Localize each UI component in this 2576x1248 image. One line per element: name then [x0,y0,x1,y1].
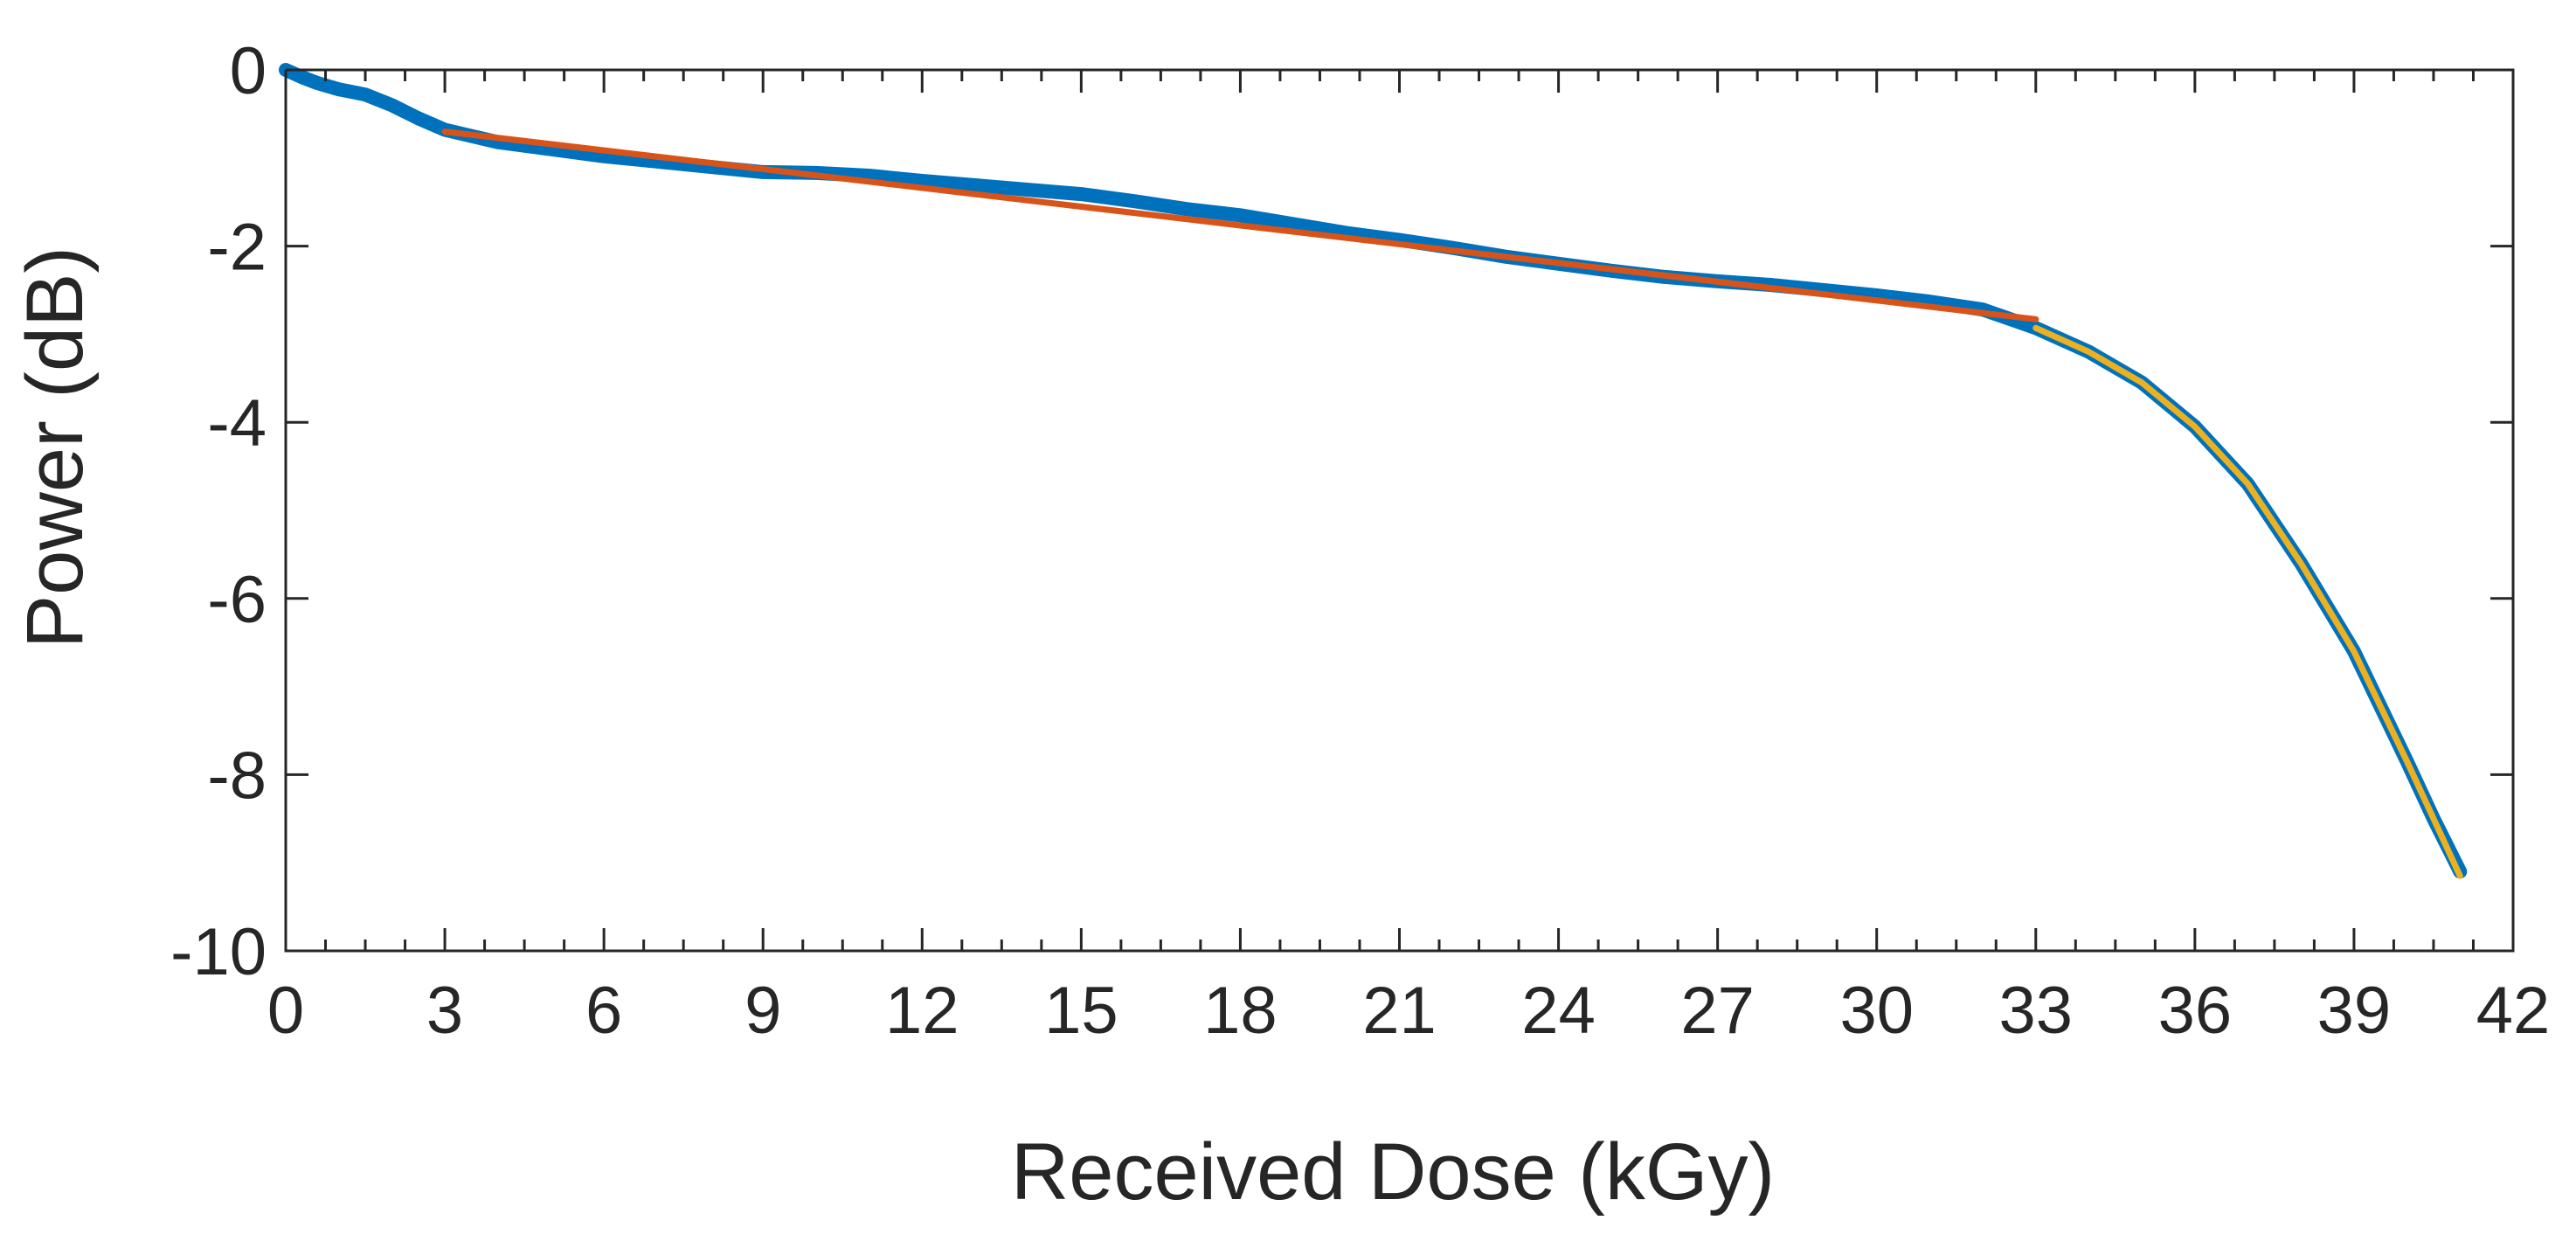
y-tick-label: -2 [207,211,267,285]
y-tick-label: 0 [230,34,267,108]
y-axis-title: Power (dB) [10,246,100,648]
x-tick-label: 18 [1203,974,1278,1048]
exp-fit-line [2032,324,2463,879]
x-tick-label: 36 [2158,974,2233,1048]
x-tick-label: 9 [744,974,781,1048]
y-tick-label: -4 [207,386,267,461]
x-tick-label: 12 [885,974,959,1048]
x-tick-label: 0 [267,974,304,1048]
ticks-layer [284,68,2515,953]
x-tick-label: 39 [2317,974,2392,1048]
x-tick-label: 6 [585,974,622,1048]
x-tick-label: 15 [1044,974,1118,1048]
x-tick-label: 42 [2476,974,2551,1048]
plot-area [284,68,2515,953]
labels-layer: 0 3 6 9 12 15 18 21 24 27 30 33 36 39 420-2-4-6-8-10 [170,34,2550,1048]
x-tick-label: 30 [1839,974,1914,1048]
plot-frame [284,68,2515,953]
x-tick-label: 33 [1999,974,2074,1048]
y-tick-label: -6 [207,563,267,637]
y-tick-label: -10 [170,915,267,989]
x-tick-label: 3 [426,974,463,1048]
series-layer [279,63,2468,879]
x-tick-label: 21 [1362,974,1437,1048]
y-tick-label: -8 [207,738,267,813]
x-tick-label: 27 [1680,974,1755,1048]
linear-fit-line [441,128,2039,322]
x-axis-title: Received Dose (kGy) [1011,1127,1775,1217]
x-tick-label: 24 [1521,974,1596,1048]
